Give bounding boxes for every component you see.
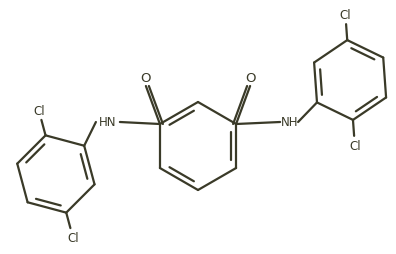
Text: Cl: Cl — [349, 140, 361, 153]
Text: O: O — [245, 72, 255, 85]
Text: NH: NH — [281, 116, 299, 129]
Text: Cl: Cl — [339, 9, 351, 22]
Text: O: O — [141, 72, 151, 85]
Text: Cl: Cl — [67, 231, 79, 244]
Text: Cl: Cl — [33, 104, 45, 117]
Text: HN: HN — [99, 116, 117, 129]
